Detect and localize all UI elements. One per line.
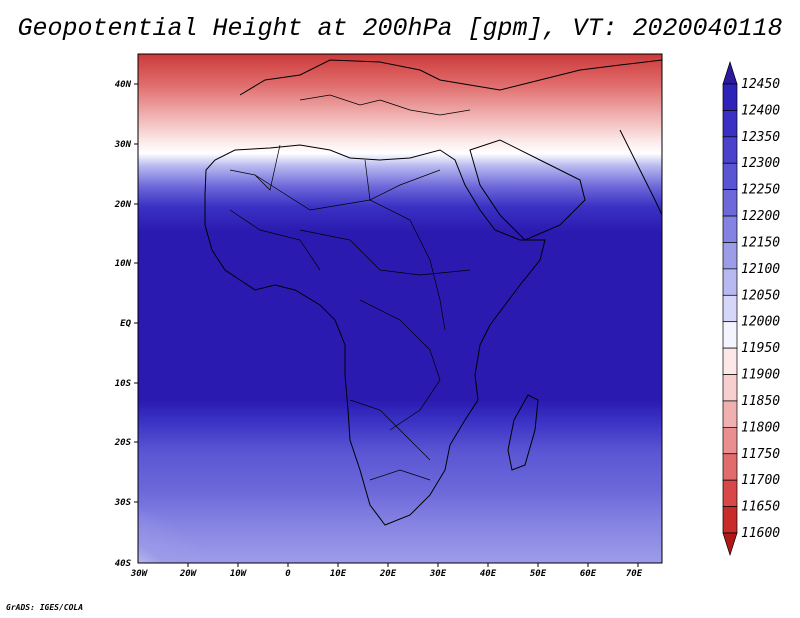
lon-label: 30E <box>429 569 447 579</box>
lat-label: 30N <box>114 140 132 150</box>
lat-label: 30S <box>114 498 132 508</box>
colorbar-swatch <box>722 110 738 138</box>
lon-label: 70E <box>626 569 643 579</box>
colorbar-swatch <box>722 427 738 455</box>
colorbar-swatch <box>722 242 738 270</box>
colorbar-label: 12400 <box>741 103 780 118</box>
colorbar-swatch <box>722 400 738 428</box>
europe <box>239 59 662 96</box>
colorbar-swatch <box>722 506 738 534</box>
madagascar <box>507 394 539 471</box>
colorbar-swatch <box>722 136 738 164</box>
lat-axis: 40N 30N 20N 10N EQ 10S 20S 30S 40S <box>114 80 138 569</box>
colorbar: 12450 12400 12350 12300 12250 12200 12150 12100… <box>722 60 780 557</box>
colorbar-label: 11600 <box>741 526 780 541</box>
india <box>619 129 662 216</box>
lat-label: 20N <box>114 200 132 210</box>
lon-label: 10E <box>330 569 347 579</box>
colorbar-label: 12100 <box>741 262 780 277</box>
lon-label: 40E <box>480 569 497 579</box>
colorbar-label: 12150 <box>741 235 780 250</box>
colorbar-swatch <box>722 83 738 111</box>
map-frame <box>137 53 663 564</box>
map-title: Geopotential Height at 200hPa [gpm], VT:… <box>17 14 783 43</box>
colorbar-label: 11900 <box>741 368 780 383</box>
colorbar-label: 12000 <box>741 315 780 330</box>
colorbar-swatch <box>722 215 738 243</box>
arabia <box>469 139 586 241</box>
lon-label: 20E <box>379 569 397 579</box>
lat-label: 40N <box>115 80 132 90</box>
colorbar-label: 11750 <box>741 447 780 462</box>
colorbar-swatch <box>722 60 738 85</box>
colorbar-swatch <box>722 294 738 323</box>
lon-label: 30W <box>130 569 149 579</box>
colorbar-swatch <box>722 162 738 190</box>
lat-label: 10S <box>115 379 132 389</box>
colorbar-label: 12450 <box>741 77 780 92</box>
colorbar-swatch <box>722 347 738 375</box>
lon-label: 20W <box>179 569 198 579</box>
lon-label: 60E <box>580 569 597 579</box>
lon-label: 50E <box>530 569 547 579</box>
lat-label: EQ <box>120 319 131 329</box>
lon-label: 10W <box>230 569 248 579</box>
colorbar-swatch <box>722 532 738 557</box>
colorbar-label: 11700 <box>741 473 780 488</box>
lon-label: 0 <box>285 569 291 579</box>
credit-text: GrADS: IGES/COLA <box>6 603 84 612</box>
colorbar-label: 11950 <box>741 341 780 356</box>
colorbar-label: 12050 <box>741 288 780 303</box>
colorbar-label: 12350 <box>741 130 780 145</box>
colorbar-swatch <box>722 479 738 507</box>
colorbar-label: 11800 <box>741 420 780 435</box>
colorbar-swatch <box>722 268 738 296</box>
colorbar-swatch <box>722 189 738 217</box>
colorbar-swatch <box>722 321 738 349</box>
coastline <box>204 144 546 526</box>
colorbar-label: 12250 <box>741 183 780 198</box>
colorbar-label: 11850 <box>741 394 780 409</box>
colorbar-swatch <box>722 453 738 481</box>
lon-axis: 30W 20W 10W 0 10E 20E 30E 40E 50E 60E 70… <box>130 563 643 579</box>
colorbar-label: 11650 <box>741 500 780 515</box>
colorbar-label: 12300 <box>741 156 780 171</box>
colorbar-label: 12200 <box>741 209 780 224</box>
lat-label: 40S <box>115 559 132 569</box>
height-field <box>138 54 662 563</box>
colorbar-swatch <box>722 374 738 402</box>
lat-label: 20S <box>114 438 132 448</box>
lat-label: 10N <box>115 259 132 269</box>
